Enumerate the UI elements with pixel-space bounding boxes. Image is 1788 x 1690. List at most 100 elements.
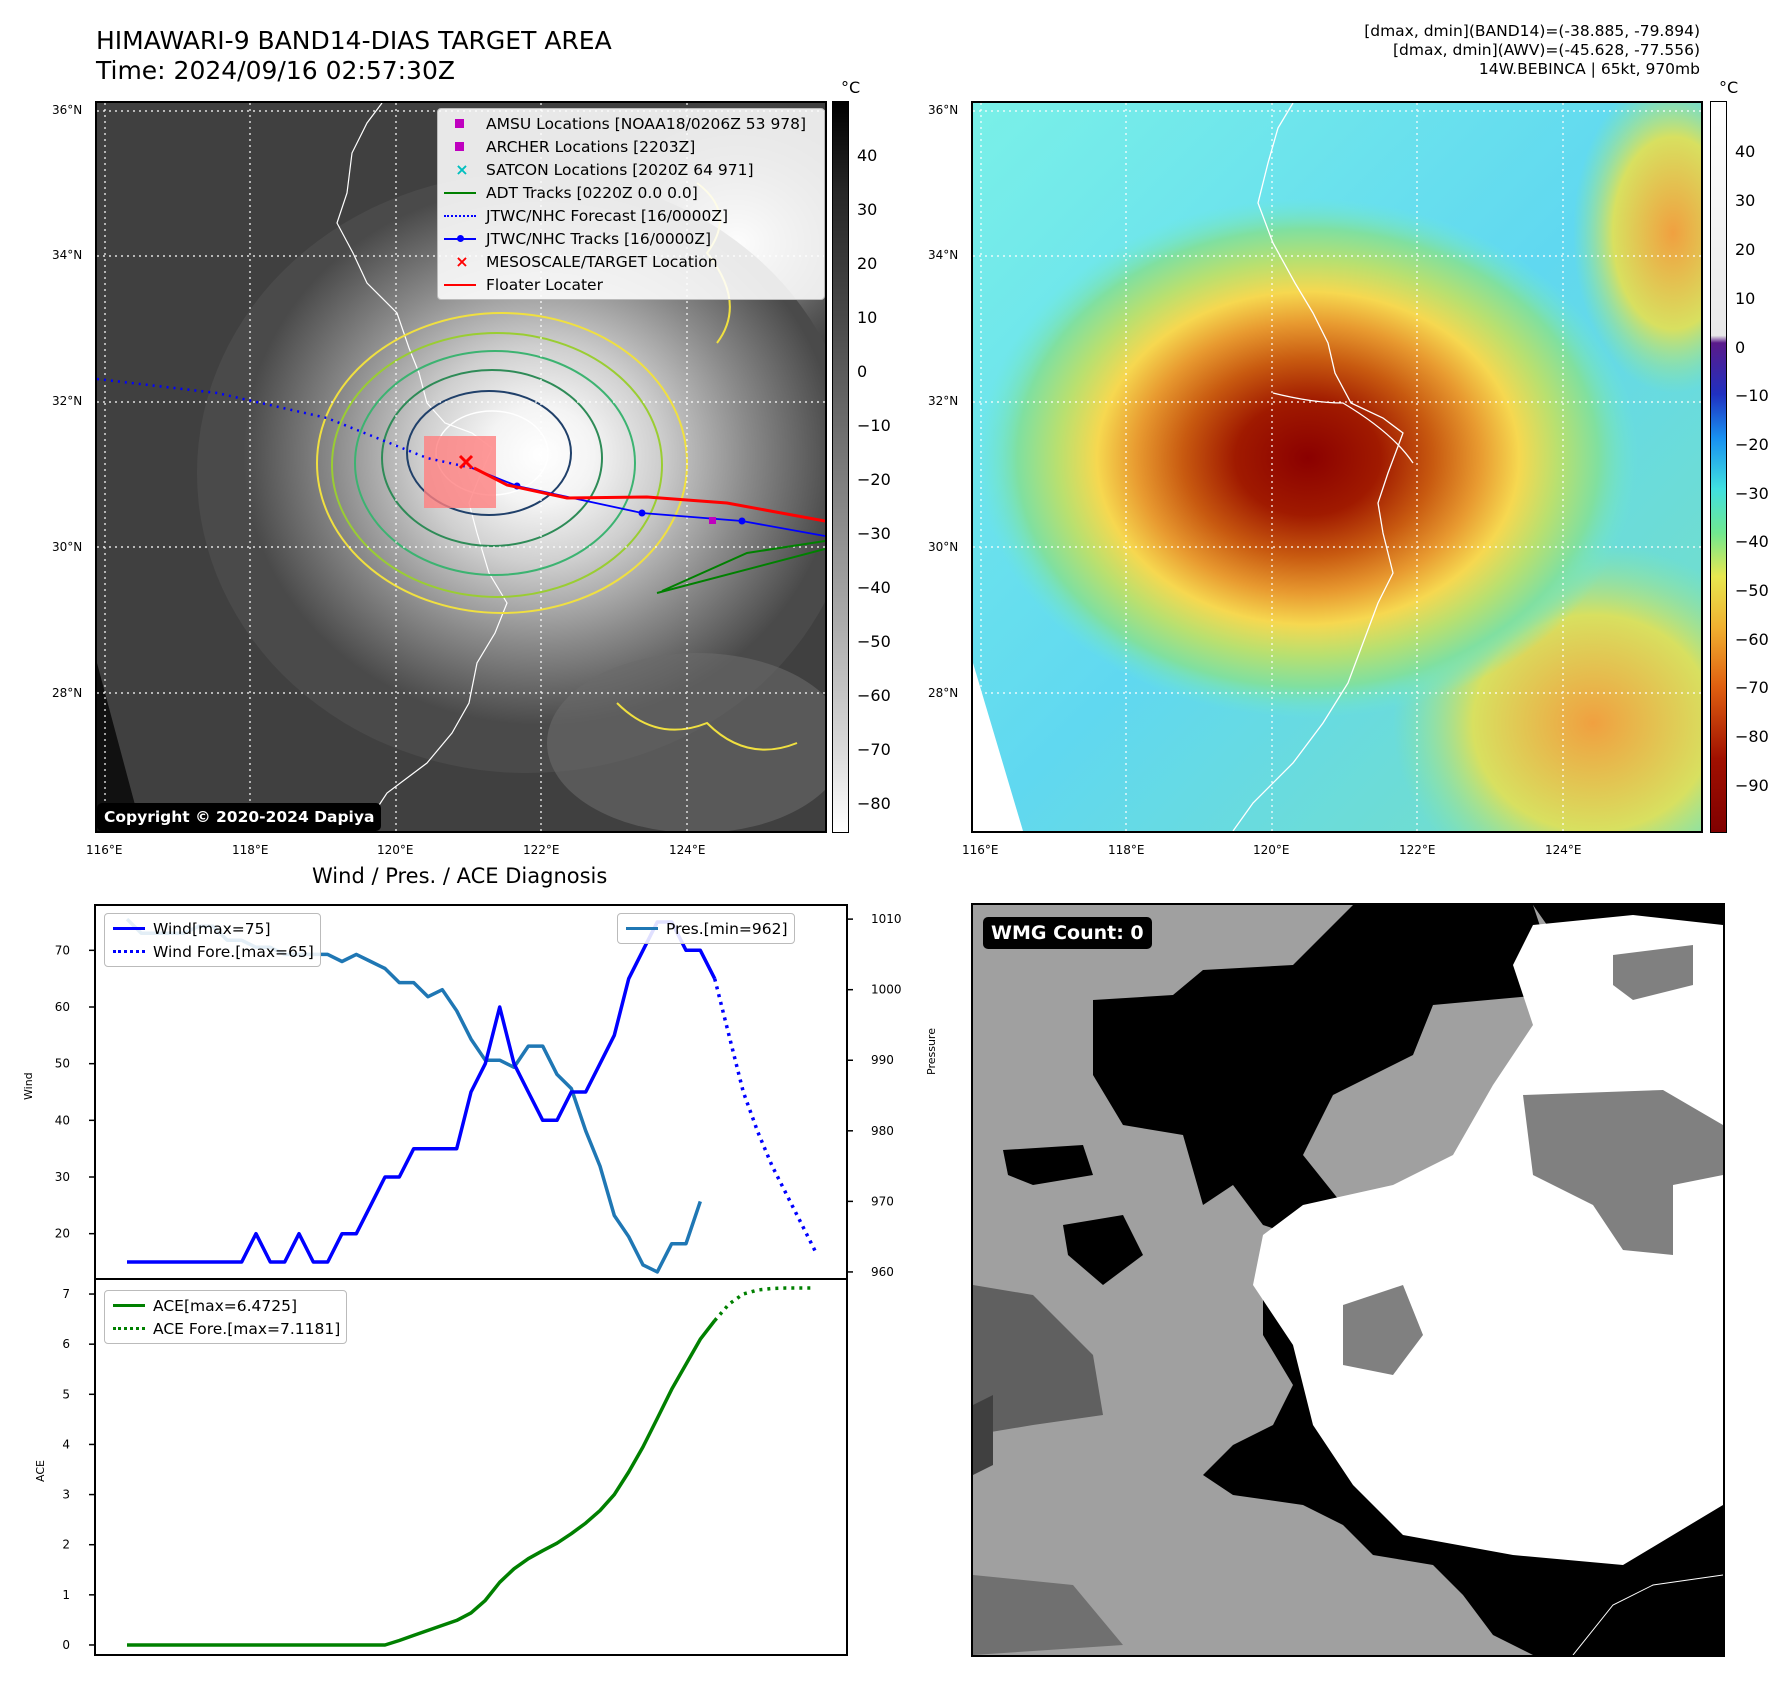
wind-forecast-line	[713, 978, 817, 1252]
wind-tick-label: 50	[55, 1057, 70, 1071]
ir-colorbar-unit: °C	[841, 78, 861, 97]
awv-colorbar	[1710, 101, 1727, 833]
legend-label: ADT Tracks [0220Z 0.0 0.0]	[486, 183, 698, 202]
copyright-badge: Copyright © 2020-2024 Dapiya	[97, 803, 382, 831]
lon-tick: 124°E	[1545, 843, 1582, 857]
colorbar-tick: 30	[1735, 191, 1756, 210]
legend-item: ARCHER Locations [2203Z]	[438, 135, 824, 158]
wind-tick-label: 30	[55, 1170, 70, 1184]
wind-tick-label: 20	[55, 1227, 70, 1241]
colorbar-tick: −90	[1735, 776, 1769, 795]
ace-tick-label: 1	[62, 1588, 70, 1602]
wind-tick-label: 40	[55, 1113, 70, 1127]
lon-tick: 118°E	[232, 843, 269, 857]
adt-track	[656, 540, 825, 594]
pressure-tick-label: 990	[871, 1053, 894, 1067]
colorbar-tick: −10	[1735, 386, 1769, 405]
square-marker-icon	[455, 142, 464, 151]
lat-tick: 36°N	[928, 103, 959, 117]
ace-line	[127, 1319, 717, 1647]
lat-tick: 36°N	[52, 103, 83, 117]
legend-item: ADT Tracks [0220Z 0.0 0.0]	[438, 181, 824, 204]
colorbar-tick: −50	[857, 632, 891, 651]
colorbar-tick: −50	[1735, 581, 1769, 600]
colorbar-tick: −70	[1735, 678, 1769, 697]
legend-item: Pres.[min=962]	[618, 917, 788, 940]
square-marker-icon	[455, 119, 464, 128]
lat-tick: 32°N	[928, 394, 959, 408]
awv-gridlines	[973, 103, 1701, 831]
lat-tick: 34°N	[52, 248, 83, 262]
info-line-2: [dmax, dmin](AWV)=(-45.628, -77.556)	[1393, 41, 1700, 59]
colorbar-tick: −20	[1735, 435, 1769, 454]
target-marker	[458, 454, 474, 470]
legend-item: × MESOSCALE/TARGET Location	[438, 250, 824, 273]
colorbar-tick: 10	[857, 308, 878, 327]
storm-info: [dmax, dmin](BAND14)=(-38.885, -79.894) …	[1364, 22, 1700, 79]
lat-tick: 34°N	[928, 248, 959, 262]
ir-colorbar	[832, 101, 849, 833]
legend-label: Wind Fore.[max=65]	[153, 942, 314, 961]
legend-label: ACE[max=6.4725]	[153, 1296, 298, 1315]
awv-map-panel	[971, 101, 1703, 833]
info-line-1: [dmax, dmin](BAND14)=(-38.885, -79.894)	[1364, 22, 1700, 40]
pressure-tick-label: 960	[871, 1265, 894, 1279]
pressure-tick-label: 970	[871, 1194, 894, 1208]
legend-item: Floater Locater	[438, 273, 824, 296]
legend-item: AMSU Locations [NOAA18/0206Z 53 978]	[438, 112, 824, 135]
colorbar-tick: −80	[1735, 727, 1769, 746]
colorbar-tick: −10	[857, 416, 891, 435]
info-line-3: 14W.BEBINCA | 65kt, 970mb	[1478, 60, 1700, 78]
wmg-panel: WMG Count: 0	[971, 903, 1725, 1657]
lat-tick: 28°N	[52, 686, 83, 700]
ir-map-panel: Copyright © 2020-2024 Dapiya AMSU Locati…	[95, 101, 827, 833]
lon-tick: 120°E	[377, 843, 414, 857]
lon-tick: 116°E	[962, 843, 999, 857]
wind-tick-label: 70	[55, 943, 70, 957]
colorbar-tick: −30	[1735, 484, 1769, 503]
colorbar-tick: 20	[857, 254, 878, 273]
ace-tick-label: 5	[62, 1387, 70, 1401]
legend-label: MESOSCALE/TARGET Location	[486, 252, 718, 271]
colorbar-tick: −40	[1735, 532, 1769, 551]
colorbar-tick: −60	[857, 686, 891, 705]
lat-tick: 28°N	[928, 686, 959, 700]
colorbar-tick: 0	[857, 362, 868, 381]
x-marker-icon: ×	[455, 160, 469, 179]
legend-label: JTWC/NHC Forecast [16/0000Z]	[486, 206, 729, 225]
wind-line	[127, 920, 717, 1264]
ace-tick-label: 6	[62, 1337, 70, 1351]
colorbar-tick: −70	[857, 740, 891, 759]
colorbar-tick: 10	[1735, 289, 1756, 308]
colorbar-tick: −80	[857, 794, 891, 813]
colorbar-tick: 30	[857, 200, 878, 219]
legend-item: Wind Fore.[max=65]	[105, 940, 314, 963]
ace-tick-label: 3	[62, 1488, 70, 1502]
diag-title: Wind / Pres. / ACE Diagnosis	[312, 864, 608, 888]
ace-tick-label: 7	[62, 1287, 70, 1301]
pressure-tick-label: 1010	[871, 912, 902, 926]
floater-locater-track	[473, 466, 825, 523]
ace-tick-label: 0	[62, 1638, 70, 1652]
lat-tick: 30°N	[928, 540, 959, 554]
legend-item: ACE[max=6.4725]	[105, 1294, 340, 1317]
dotted-line-icon	[113, 1327, 145, 1330]
colorbar-tick: 40	[1735, 142, 1756, 161]
line-icon	[113, 1304, 145, 1307]
title-line-1: HIMAWARI-9 BAND14-DIAS TARGET AREA	[96, 26, 612, 55]
lon-tick: 120°E	[1253, 843, 1290, 857]
awv-colorbar-unit: °C	[1719, 78, 1739, 97]
legend-label: ARCHER Locations [2203Z]	[486, 137, 696, 156]
legend-label: JTWC/NHC Tracks [16/0000Z]	[486, 229, 712, 248]
pressure-tick-label: 980	[871, 1124, 894, 1138]
colorbar-tick: −20	[857, 470, 891, 489]
wind-legend: Wind[max=75] Wind Fore.[max=65]	[104, 913, 321, 967]
wmg-count-badge: WMG Count: 0	[983, 917, 1152, 949]
colorbar-tick: 40	[857, 146, 878, 165]
legend-item: JTWC/NHC Tracks [16/0000Z]	[438, 227, 824, 250]
wind-tick-label: 60	[55, 1000, 70, 1014]
legend-item: JTWC/NHC Forecast [16/0000Z]	[438, 204, 824, 227]
legend-item: ACE Fore.[max=7.1181]	[105, 1317, 340, 1340]
ace-tick-label: 2	[62, 1538, 70, 1552]
pressure-legend: Pres.[min=962]	[617, 913, 795, 944]
